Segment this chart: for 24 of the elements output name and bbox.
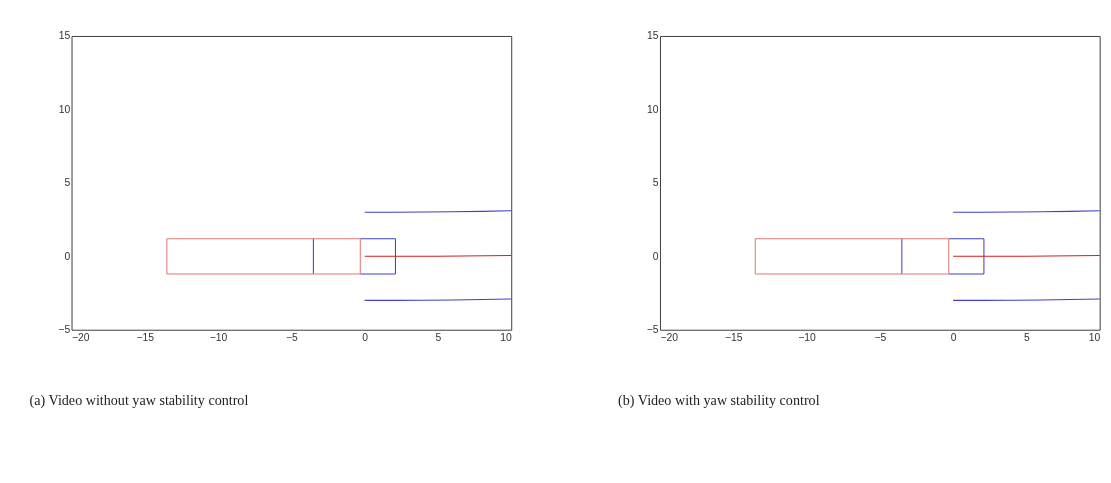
y-tick-label: 5 <box>652 177 659 189</box>
y-tick-label: 5 <box>64 177 71 189</box>
x-tick-label: −10 <box>798 331 817 343</box>
y-tick-label: 15 <box>58 30 71 42</box>
text: (b) Video with yaw stability control <box>618 392 820 410</box>
x-tick-label: 10 <box>500 331 512 343</box>
x-tick-label: 5 <box>435 331 442 343</box>
text: (a) Video without yaw stability control <box>29 392 249 410</box>
x-tick-label: −5 <box>874 331 887 343</box>
x-tick-label: 10 <box>1088 331 1101 343</box>
x-tick-label: −15 <box>724 331 743 343</box>
y-tick-label: 0 <box>652 250 659 262</box>
x-tick-label: 5 <box>1024 331 1031 343</box>
y-tick-label: 0 <box>64 250 71 262</box>
x-tick-label: −5 <box>285 331 299 343</box>
x-tick-label: −20 <box>72 331 90 343</box>
x-tick-label: −10 <box>209 331 228 343</box>
x-tick-label: 0 <box>950 331 957 343</box>
x-tick-label: 0 <box>362 331 369 343</box>
y-tick-label: 15 <box>647 30 659 42</box>
y-tick-label: 10 <box>647 103 659 115</box>
x-tick-label: −15 <box>136 331 155 343</box>
x-tick-label: −20 <box>660 331 679 343</box>
y-tick-label: 10 <box>58 103 71 115</box>
